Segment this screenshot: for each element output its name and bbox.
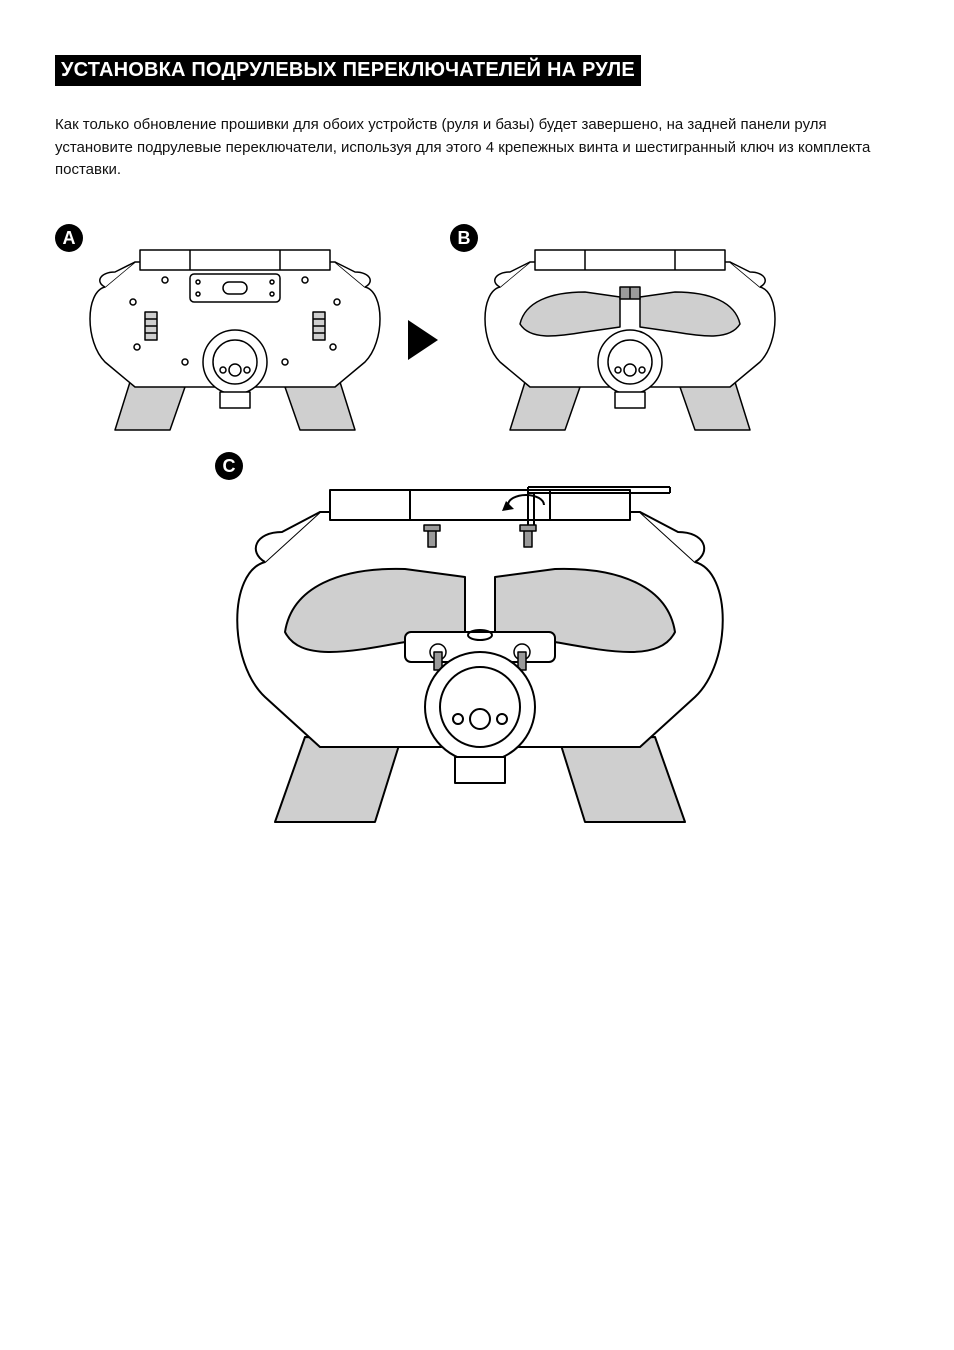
diagram-c <box>210 457 750 827</box>
diagram-a <box>75 232 395 432</box>
diagram-b <box>470 232 790 432</box>
body-paragraph: Как только обновление прошивки для обоих… <box>55 114 899 182</box>
diagram-area: A <box>55 222 895 842</box>
arrow-icon <box>408 320 438 360</box>
section-heading: УСТАНОВКА ПОДРУЛЕВЫХ ПЕРЕКЛЮЧАТЕЛЕЙ НА Р… <box>55 55 641 86</box>
